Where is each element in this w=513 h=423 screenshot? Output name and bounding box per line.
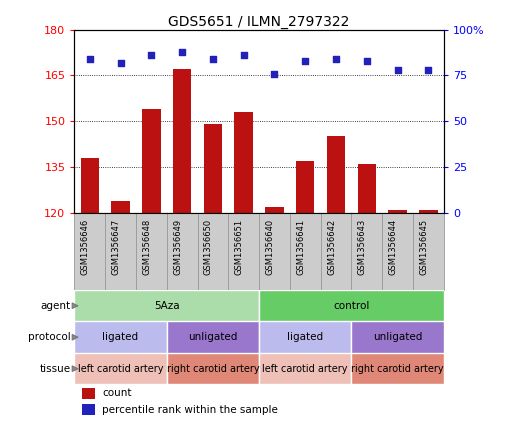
Bar bbox=[82, 404, 95, 415]
Text: right carotid artery: right carotid artery bbox=[351, 364, 444, 374]
Text: GSM1356647: GSM1356647 bbox=[111, 219, 121, 275]
Bar bbox=[413, 213, 444, 290]
Text: control: control bbox=[333, 301, 369, 311]
Bar bbox=[105, 213, 136, 290]
Point bbox=[424, 66, 432, 73]
Bar bbox=[142, 109, 161, 213]
Text: GSM1356641: GSM1356641 bbox=[296, 219, 305, 275]
Bar bbox=[82, 388, 95, 399]
Text: unligated: unligated bbox=[188, 332, 238, 342]
Bar bbox=[228, 213, 259, 290]
Text: protocol: protocol bbox=[28, 332, 71, 342]
Text: GSM1356642: GSM1356642 bbox=[327, 219, 336, 275]
Bar bbox=[259, 290, 444, 321]
Text: GSM1356640: GSM1356640 bbox=[265, 219, 274, 275]
Bar bbox=[74, 321, 167, 353]
Text: agent: agent bbox=[41, 301, 71, 311]
Point bbox=[178, 48, 186, 55]
Bar bbox=[167, 353, 259, 385]
Text: GSM1356646: GSM1356646 bbox=[81, 219, 90, 275]
Text: left carotid artery: left carotid artery bbox=[263, 364, 348, 374]
Text: GSM1356648: GSM1356648 bbox=[142, 219, 151, 275]
Point bbox=[393, 66, 402, 73]
Bar bbox=[81, 158, 99, 213]
Point bbox=[332, 55, 340, 62]
Title: GDS5651 / ILMN_2797322: GDS5651 / ILMN_2797322 bbox=[168, 14, 350, 29]
Bar bbox=[259, 353, 351, 385]
Text: GSM1356651: GSM1356651 bbox=[234, 219, 244, 275]
Point bbox=[116, 59, 125, 66]
Text: GSM1356643: GSM1356643 bbox=[358, 219, 367, 275]
Bar bbox=[259, 213, 290, 290]
Bar bbox=[136, 213, 167, 290]
Bar bbox=[265, 207, 284, 213]
Text: ligated: ligated bbox=[103, 332, 139, 342]
Text: count: count bbox=[102, 388, 132, 398]
Bar bbox=[74, 353, 167, 385]
Bar bbox=[351, 321, 444, 353]
Bar bbox=[296, 161, 314, 213]
Point bbox=[147, 52, 155, 59]
Text: GSM1356645: GSM1356645 bbox=[419, 219, 428, 275]
Bar bbox=[259, 321, 351, 353]
Bar bbox=[234, 112, 253, 213]
Bar bbox=[351, 353, 444, 385]
Bar bbox=[167, 321, 259, 353]
Bar bbox=[388, 210, 407, 213]
Bar bbox=[74, 213, 105, 290]
Bar bbox=[173, 69, 191, 213]
Text: tissue: tissue bbox=[40, 364, 71, 374]
Point bbox=[301, 58, 309, 64]
Text: ligated: ligated bbox=[287, 332, 323, 342]
Text: right carotid artery: right carotid artery bbox=[167, 364, 259, 374]
Bar bbox=[204, 124, 222, 213]
Bar bbox=[111, 201, 130, 213]
Point bbox=[270, 70, 279, 77]
Text: GSM1356649: GSM1356649 bbox=[173, 219, 182, 275]
Bar bbox=[74, 290, 259, 321]
Bar bbox=[358, 164, 376, 213]
Bar bbox=[167, 213, 198, 290]
Text: unligated: unligated bbox=[373, 332, 422, 342]
Point bbox=[209, 55, 217, 62]
Text: left carotid artery: left carotid artery bbox=[78, 364, 163, 374]
Text: GSM1356644: GSM1356644 bbox=[388, 219, 398, 275]
Text: percentile rank within the sample: percentile rank within the sample bbox=[102, 405, 278, 415]
Text: GSM1356650: GSM1356650 bbox=[204, 219, 213, 275]
Text: 5Aza: 5Aza bbox=[154, 301, 180, 311]
Bar bbox=[382, 213, 413, 290]
Bar bbox=[327, 137, 345, 213]
Point bbox=[86, 55, 94, 62]
Bar bbox=[198, 213, 228, 290]
Bar bbox=[290, 213, 321, 290]
Bar bbox=[321, 213, 351, 290]
Point bbox=[363, 58, 371, 64]
Point bbox=[240, 52, 248, 59]
Bar bbox=[419, 210, 438, 213]
Bar bbox=[351, 213, 382, 290]
